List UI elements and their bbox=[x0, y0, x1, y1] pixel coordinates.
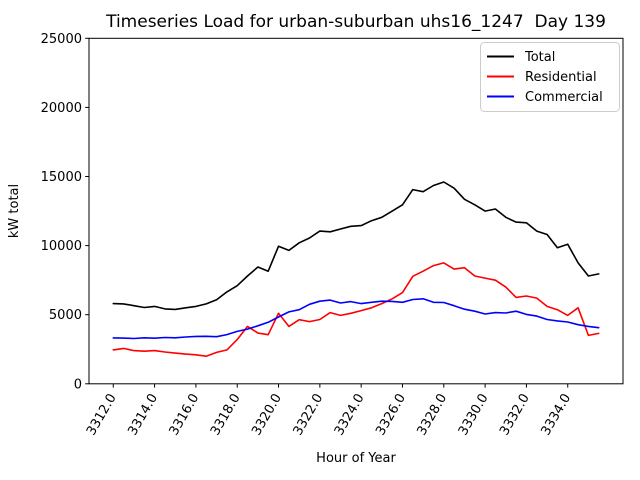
y-tick-label: 25000 bbox=[41, 32, 82, 47]
legend-label-total: Total bbox=[524, 50, 555, 65]
y-tick-label: 15000 bbox=[41, 170, 82, 185]
x-tick-label: 3332.0 bbox=[497, 391, 533, 438]
legend: Total Residential Commercial bbox=[480, 42, 620, 112]
x-tick-label: 3318.0 bbox=[208, 391, 244, 438]
x-axis-label: Hour of Year bbox=[316, 451, 396, 466]
chart-title: Timeseries Load for urban-suburban uhs16… bbox=[105, 12, 606, 32]
legend-item-total: Total bbox=[487, 50, 555, 65]
legend-label-residential: Residential bbox=[525, 70, 597, 85]
y-tick-label: 0 bbox=[74, 377, 82, 392]
x-tick-label: 3322.0 bbox=[291, 391, 327, 438]
legend-box bbox=[480, 42, 620, 112]
x-tick-label: 3316.0 bbox=[167, 391, 203, 438]
y-tick-label: 10000 bbox=[41, 239, 82, 254]
y-tick-label: 5000 bbox=[49, 308, 82, 323]
legend-item-residential: Residential bbox=[487, 70, 597, 85]
y-tick-label: 20000 bbox=[41, 101, 82, 116]
y-axis-label: kW total bbox=[7, 184, 22, 238]
series-line-total bbox=[112, 181, 600, 311]
plot-border bbox=[88, 37, 624, 385]
x-tick-label: 3334.0 bbox=[538, 391, 574, 438]
x-tick-label: 3314.0 bbox=[125, 391, 161, 438]
series-line-residential bbox=[112, 262, 600, 358]
x-tick-label: 3326.0 bbox=[373, 391, 409, 438]
legend-item-commercial: Commercial bbox=[487, 90, 603, 105]
x-tick-label: 3320.0 bbox=[249, 391, 285, 438]
legend-label-commercial: Commercial bbox=[525, 90, 603, 105]
x-tick-label: 3312.0 bbox=[84, 391, 120, 438]
x-tick-label: 3324.0 bbox=[332, 391, 368, 438]
x-tick-label: 3330.0 bbox=[456, 391, 492, 438]
series-line-commercial bbox=[112, 297, 600, 340]
x-tick-label: 3328.0 bbox=[415, 391, 451, 438]
